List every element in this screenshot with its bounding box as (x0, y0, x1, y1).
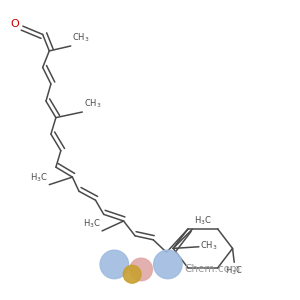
Text: H$_3$C: H$_3$C (83, 218, 101, 230)
Text: H$_3$C: H$_3$C (194, 214, 211, 227)
Text: O: O (10, 19, 19, 28)
Text: CH$_3$: CH$_3$ (200, 239, 218, 252)
Text: H$_3$C: H$_3$C (225, 264, 243, 277)
Circle shape (123, 265, 141, 283)
Circle shape (130, 258, 152, 281)
Text: CH$_3$: CH$_3$ (84, 98, 101, 110)
Circle shape (100, 250, 129, 279)
Text: Chem.com: Chem.com (184, 264, 240, 274)
Text: H$_3$C: H$_3$C (30, 171, 48, 184)
Circle shape (154, 250, 182, 279)
Text: CH$_3$: CH$_3$ (72, 32, 90, 44)
